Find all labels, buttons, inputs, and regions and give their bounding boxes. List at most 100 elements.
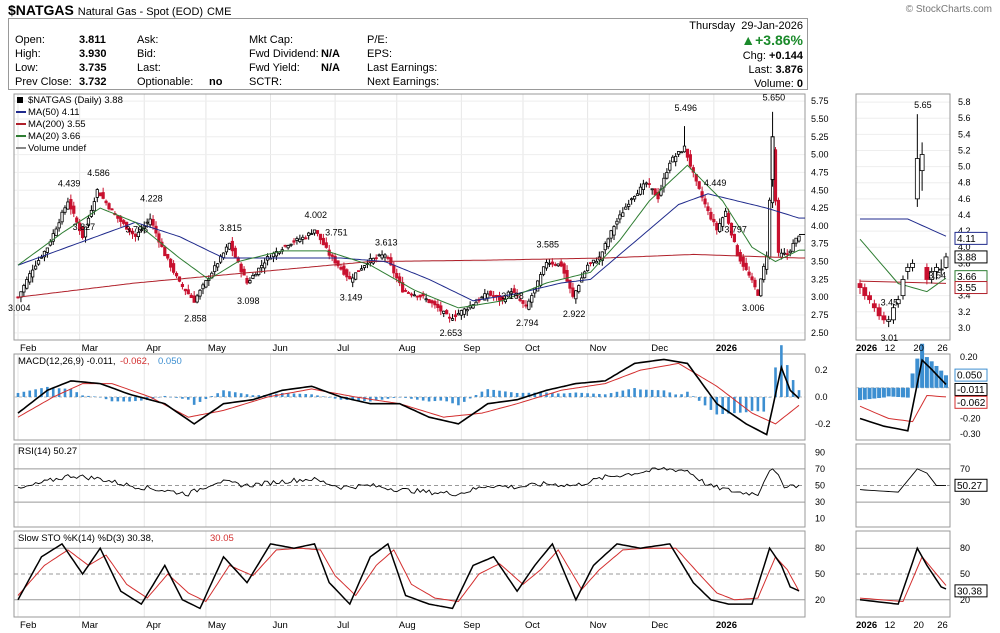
macd-tick-label: 0.2 [815,365,828,375]
macd-histogram-bar [280,392,284,397]
quote-field-9: Fwd Dividend: N/A [249,48,340,60]
candle-body [195,295,199,303]
quote-volume: Volume: 0 [754,78,803,90]
candle-body [415,295,419,298]
candle-body [630,198,634,201]
zoom-macd-bar [896,387,901,397]
zoom-candle-body [910,262,915,268]
quote-chg: Chg: +0.144 [743,50,803,62]
candle-body [671,156,675,163]
macd-histogram-bar [797,390,801,397]
candle-body [433,301,437,306]
candle-body [101,192,105,199]
candle-body [782,252,786,255]
candle-body [75,217,79,223]
zoom-x-label: 12 [885,343,896,354]
month-label: Feb [20,343,36,354]
candle-body [233,247,237,258]
zoom-macd-bar [924,357,929,388]
price-annotation: 3.797 [724,224,747,234]
candle-body [603,243,607,251]
candle-body [92,201,96,212]
macd-histogram-bar [421,397,425,401]
candle-body [98,192,102,197]
candle-body [139,229,143,232]
candle-body [174,272,179,277]
macd-histogram-bar [298,393,302,397]
candle-body [489,290,493,296]
quote-field-4: Ask: [137,34,158,46]
candle-body [22,285,26,293]
macd-histogram-bar [515,392,519,397]
price-annotation: 5.496 [674,103,697,113]
macd-histogram-bar [603,394,607,397]
candle-body [773,149,778,202]
macd-histogram-bar [239,393,243,397]
zoom-macd-bar [862,387,867,400]
macd-histogram-bar [386,397,390,399]
zoom-annotation: 5.65 [914,100,932,110]
quote-field-2: Low: 3.735 [15,62,107,74]
quote-date: Thursday 29-Jan-2026 [689,20,803,32]
zoom-rsi-current-box [954,478,988,492]
macd-histogram-bar [750,397,754,411]
candle-body [588,262,593,265]
candle-body [650,188,654,191]
candle-body [51,233,55,242]
candle-body [688,154,692,167]
macd-histogram-bar [363,397,366,402]
zoom-macd-bar [944,375,948,388]
macd-histogram-bar [110,397,114,402]
candle-body [653,188,657,196]
macd-signal-line [17,362,800,425]
macd-histogram-bar [222,390,225,397]
candle-body [189,294,193,299]
candle-body [738,252,742,262]
zoom-candle-body [924,267,930,280]
sto-d-legend: 30.05 [210,533,234,544]
zoom-candle-body [867,295,872,301]
macd-histogram-bar [51,387,55,397]
macd-histogram-bar [93,396,96,397]
zoom-current-0-box [954,231,988,245]
quote-field-15-label: Next Earnings: [367,76,440,88]
candle-body [574,290,578,300]
macd-histogram-bar [627,389,631,397]
month-label: May [208,620,226,631]
zoom-candle-body [914,158,920,200]
candle-body [356,270,361,273]
zoom-x-label: 2026 [856,343,877,354]
candle-body [145,221,149,224]
macd-histogram-bar [327,397,331,398]
macd-histogram-bar [198,397,202,402]
zoom-macd-tick: -0.30 [960,429,981,439]
macd-histogram-bar [727,397,730,414]
month-label: Aug [399,620,416,631]
candle-body [45,247,49,253]
macd-histogram-bar [556,393,560,397]
candle-body [286,245,290,249]
quote-field-1: High: 3.930 [15,48,107,60]
candle-body [406,292,411,294]
zoom-candle-body [934,267,939,272]
zoom-x-label: 20 [913,343,924,354]
zoom-candle-body [886,319,892,322]
legend-volume: Volume undef [28,143,86,154]
candle-body [127,228,132,233]
zoom-sto-tick: 20 [960,595,970,605]
zoom-macd-bar [905,387,910,398]
price-annotation: 4.228 [140,194,163,204]
quote-field-7: Optionable: no [137,76,222,88]
zoom-macd-current-0-box [954,368,988,382]
candle-body [462,308,466,315]
candle-body [436,303,440,308]
macd-histogram-bar [16,392,20,397]
zoom-candle-body [900,279,906,297]
legend-ma200: MA(200) 3.55 [28,119,86,130]
zoom-price-tick: 5.4 [958,129,971,139]
macd-histogram-bar [574,392,578,397]
zoom-macd-bar [877,387,882,399]
zoom-macd-bar [929,361,934,388]
candle-body [63,207,67,213]
candle-body [674,155,678,163]
